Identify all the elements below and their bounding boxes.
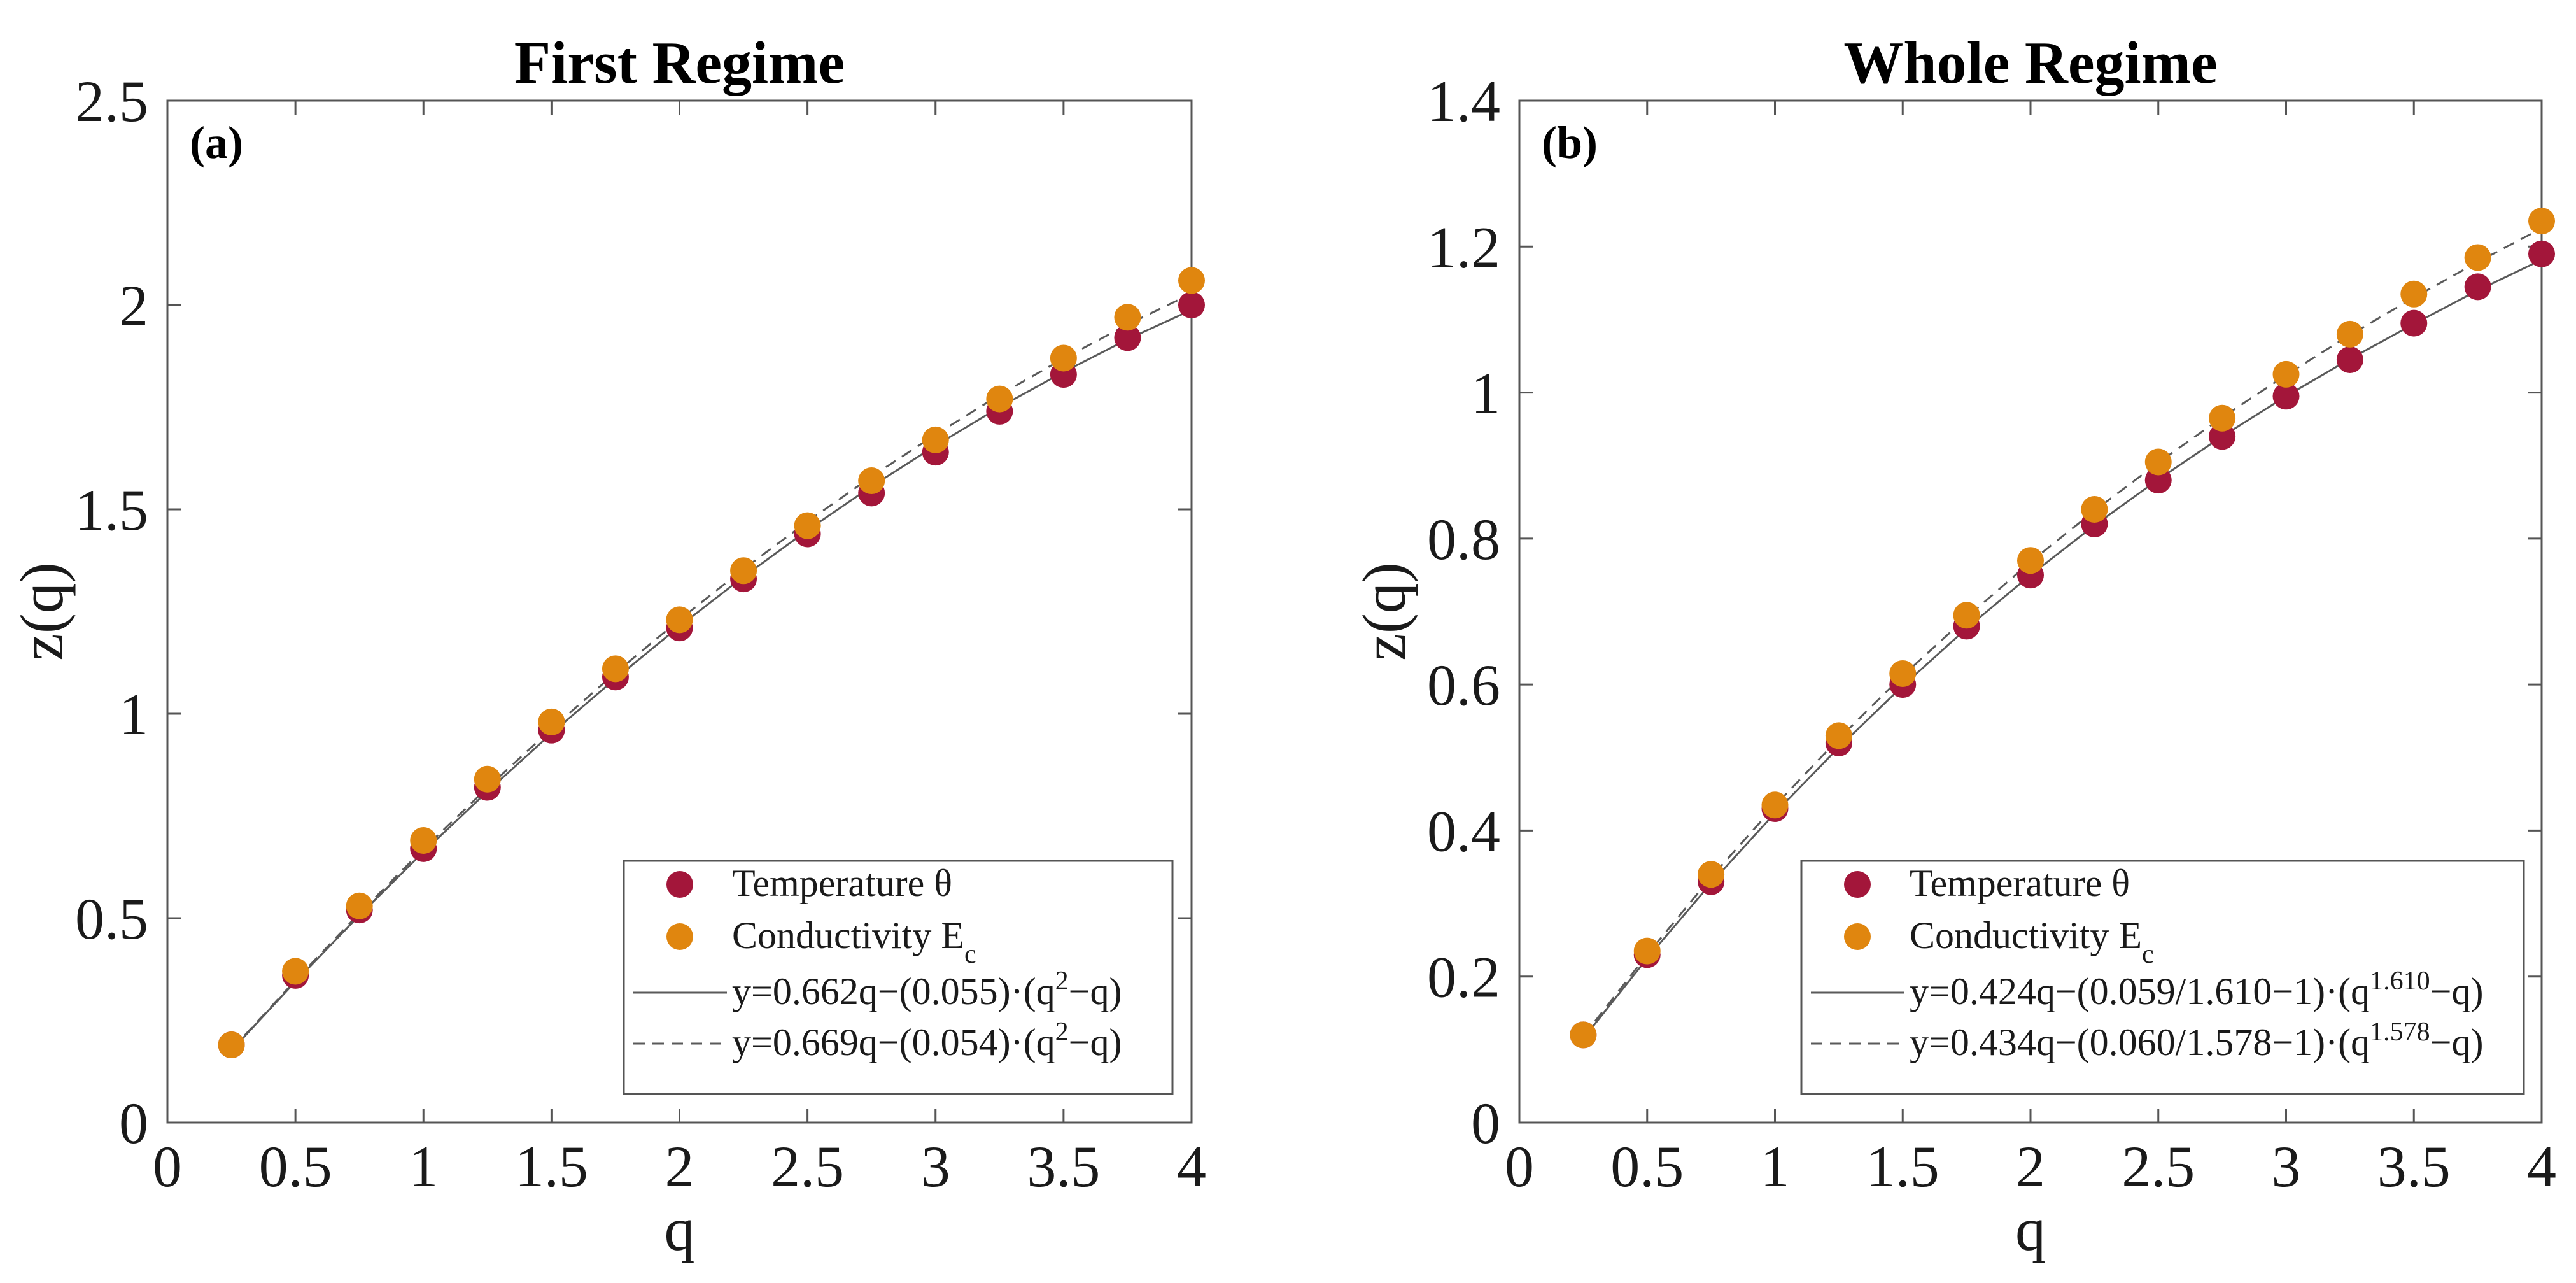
fit-line-dashed (230, 292, 1192, 1051)
fit-line-solid (230, 309, 1192, 1052)
temperature-point (2272, 383, 2300, 410)
y-tick-label: 0 (119, 1091, 148, 1156)
conductivity-point (2144, 448, 2172, 476)
legend-label-temperature: Temperature θ (732, 862, 952, 904)
y-axis-label: z(q) (8, 562, 76, 661)
legend-marker-conductivity (1844, 923, 1871, 950)
x-tick-label: 3 (921, 1134, 950, 1199)
conductivity-point (1178, 267, 1205, 294)
conductivity-point (410, 827, 437, 854)
legend-marker-conductivity (666, 923, 693, 950)
legend-label-temperature: Temperature θ (1910, 862, 2130, 904)
x-tick-label: 0.5 (259, 1134, 332, 1199)
x-tick-label: 0 (153, 1134, 182, 1199)
x-axis-label: q (2015, 1195, 2046, 1263)
y-tick-label: 2.5 (75, 69, 148, 134)
conductivity-point (858, 467, 885, 495)
x-tick-label: 2 (665, 1134, 694, 1199)
conductivity-point (922, 426, 949, 453)
conductivity-point (2528, 208, 2555, 235)
temperature-point (1114, 324, 1141, 351)
y-tick-label: 0.6 (1427, 653, 1500, 718)
conductivity-point (1633, 937, 1661, 965)
conductivity-point (1825, 722, 1852, 749)
x-tick-label: 3 (2272, 1134, 2301, 1199)
x-tick-label: 3.5 (1027, 1134, 1100, 1199)
conductivity-point (1570, 1021, 1597, 1049)
conductivity-point (1953, 602, 1980, 629)
temperature-point (2336, 346, 2363, 373)
conductivity-point (730, 557, 757, 585)
conductivity-point (2336, 320, 2363, 348)
x-tick-label: 0 (1505, 1134, 1534, 1199)
x-tick-label: 1 (1761, 1134, 1790, 1199)
conductivity-point (2464, 244, 2491, 271)
fit-line-dashed (1582, 227, 2542, 1037)
conductivity-point (2209, 404, 2236, 432)
panel-label: (b) (1542, 117, 1598, 168)
conductivity-point (1889, 660, 1917, 687)
conductivity-point (538, 708, 565, 735)
conductivity-point (2272, 360, 2300, 388)
legend-box (1800, 860, 2525, 1095)
y-tick-label: 1 (1471, 361, 1500, 426)
y-tick-label: 2 (119, 273, 148, 338)
conductivity-point (1698, 861, 1725, 888)
conductivity-point (1761, 791, 1789, 819)
x-tick-label: 2.5 (771, 1134, 844, 1199)
chart-title: First Regime (514, 30, 845, 96)
conductivity-point (474, 765, 501, 793)
temperature-point (2528, 240, 2555, 267)
conductivity-point (666, 606, 693, 634)
temperature-point (2400, 309, 2428, 337)
y-axis-label: z(q) (1350, 562, 1418, 661)
conductivity-point (282, 958, 309, 985)
x-tick-label: 1.5 (515, 1134, 588, 1199)
conductivity-point (986, 385, 1013, 413)
y-tick-label: 1.4 (1427, 69, 1500, 134)
x-tick-label: 4 (1177, 1134, 1206, 1199)
conductivity-point (1050, 344, 1077, 372)
y-tick-label: 0 (1471, 1091, 1500, 1156)
temperature-point (2464, 273, 2491, 301)
x-tick-label: 1 (409, 1134, 438, 1199)
chart-title: Whole Regime (1843, 30, 2217, 96)
y-tick-label: 1.2 (1427, 215, 1500, 280)
x-axis-label: q (665, 1195, 695, 1263)
conductivity-point (346, 892, 373, 919)
y-tick-label: 0.4 (1427, 798, 1500, 863)
conductivity-point (794, 512, 821, 539)
y-tick-label: 0.2 (1427, 945, 1500, 1010)
legend-marker-temperature (666, 871, 693, 898)
conductivity-point (2081, 496, 2108, 523)
legend-box (623, 860, 1174, 1095)
y-tick-label: 0.5 (75, 886, 148, 951)
x-tick-label: 3.5 (2377, 1134, 2451, 1199)
conductivity-point (2017, 547, 2044, 574)
y-tick-label: 1.5 (75, 478, 148, 542)
panel-b: 0 0.5 1 1.5 2 2.5 3 3.5 4 0 0.2 0.4 0.6 0.8 1 1.2 1.4 Who… (1350, 30, 2556, 1263)
conductivity-point (1114, 304, 1141, 331)
fit-line-solid (1582, 259, 2542, 1040)
x-tick-label: 2 (2016, 1134, 2045, 1199)
conductivity-point (218, 1031, 245, 1059)
y-tick-label: 1 (119, 682, 148, 747)
x-tick-label: 1.5 (1866, 1134, 1939, 1199)
panel-label: (a) (190, 117, 243, 168)
x-tick-label: 4 (2527, 1134, 2556, 1199)
x-tick-label: 2.5 (2122, 1134, 2195, 1199)
panel-a: 0 0.5 1 1.5 2 2.5 3 3.5 4 0 0.5 1 1.5 2 2.5 First Regim… (8, 30, 1206, 1263)
legend-label-solid-fit: y=0.662q−(0.055)·(q2−q) (732, 967, 1122, 1012)
x-tick-label: 0.5 (1610, 1134, 1684, 1199)
conductivity-point (2400, 280, 2428, 308)
legend-marker-temperature (1844, 871, 1871, 898)
conductivity-point (602, 655, 629, 683)
temperature-point (1178, 292, 1205, 318)
y-tick-label: 0.8 (1427, 507, 1500, 572)
